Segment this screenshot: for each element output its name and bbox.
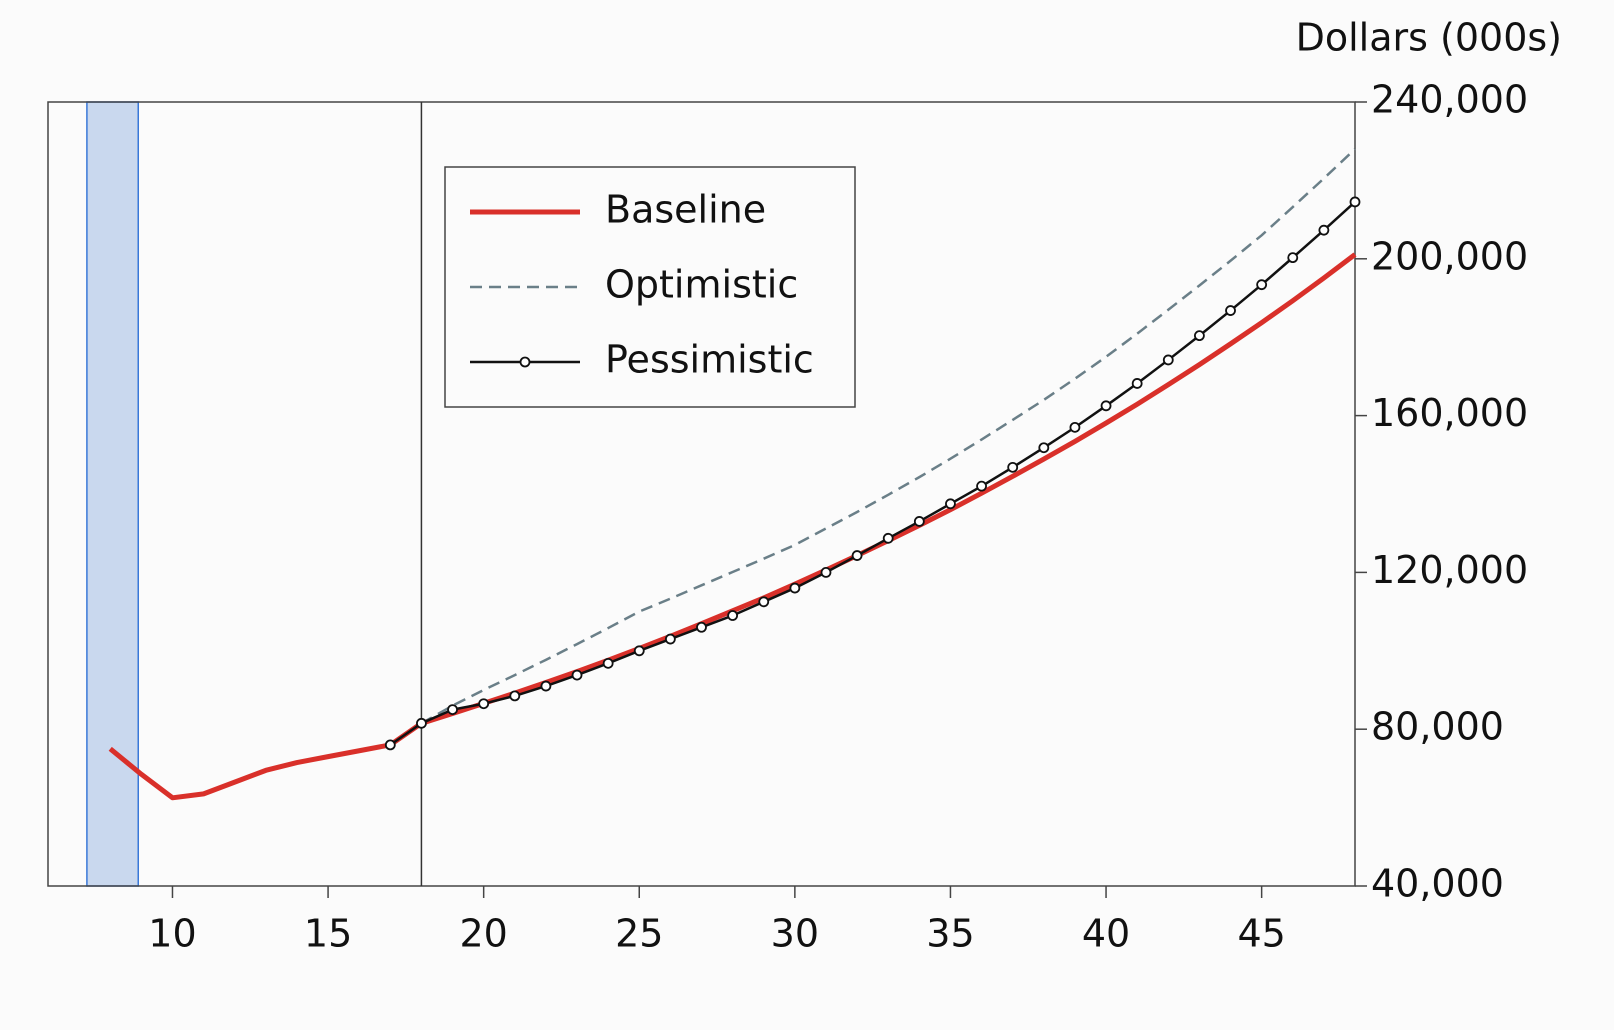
point-marker <box>602 657 614 669</box>
legend-marker <box>519 356 531 368</box>
point-marker <box>696 621 707 633</box>
point-marker <box>1287 252 1299 264</box>
point-marker <box>758 596 770 608</box>
point-marker <box>540 680 552 692</box>
x-tick-label: 25 <box>615 912 663 956</box>
point-marker <box>1100 400 1112 412</box>
point-marker <box>1225 305 1236 316</box>
point-marker <box>727 610 739 621</box>
x-tick-label: 20 <box>459 912 507 956</box>
legend-label: Pessimistic <box>605 338 814 382</box>
point-marker <box>509 690 521 702</box>
point-marker <box>851 550 863 561</box>
point-marker <box>1131 378 1143 389</box>
y-tick-label: 40,000 <box>1371 862 1504 906</box>
x-tick-label: 15 <box>304 912 352 956</box>
point-marker <box>1256 279 1268 291</box>
point-marker <box>384 739 396 751</box>
point-marker <box>447 704 458 715</box>
legend-label: Baseline <box>605 188 766 232</box>
point-marker <box>571 669 583 681</box>
point-marker <box>1194 330 1205 342</box>
point-marker <box>882 532 894 544</box>
series-line <box>420 148 1356 725</box>
y-tick-label: 160,000 <box>1371 391 1528 435</box>
x-tick-label: 40 <box>1082 912 1130 956</box>
point-marker <box>478 698 490 710</box>
point-marker <box>1007 461 1019 473</box>
point-marker <box>976 480 987 492</box>
x-tick-label: 45 <box>1237 912 1285 956</box>
x-tick-label: 30 <box>771 912 819 956</box>
point-marker <box>1349 196 1361 208</box>
point-marker <box>945 498 956 510</box>
y-tick-label: 80,000 <box>1371 705 1504 749</box>
legend-label: Optimistic <box>605 263 798 307</box>
point-marker <box>1038 442 1050 454</box>
shaded-region <box>86 101 139 887</box>
point-marker <box>913 516 925 527</box>
x-tick-label: 10 <box>148 912 196 956</box>
point-marker <box>789 582 801 594</box>
plot-frame <box>47 101 1356 887</box>
point-marker <box>820 567 832 578</box>
point-marker <box>633 645 645 657</box>
point-marker <box>416 717 427 729</box>
point-marker <box>1069 421 1081 433</box>
point-marker <box>664 633 676 645</box>
x-tick-label: 35 <box>926 912 974 956</box>
y-axis-label: Dollars (000s) <box>1296 16 1562 60</box>
point-marker <box>1318 224 1330 236</box>
point-marker <box>1162 354 1174 366</box>
y-tick-label: 200,000 <box>1371 234 1528 278</box>
y-tick-label: 240,000 <box>1371 78 1528 122</box>
series-line <box>389 201 1356 746</box>
y-tick-label: 120,000 <box>1371 548 1528 592</box>
